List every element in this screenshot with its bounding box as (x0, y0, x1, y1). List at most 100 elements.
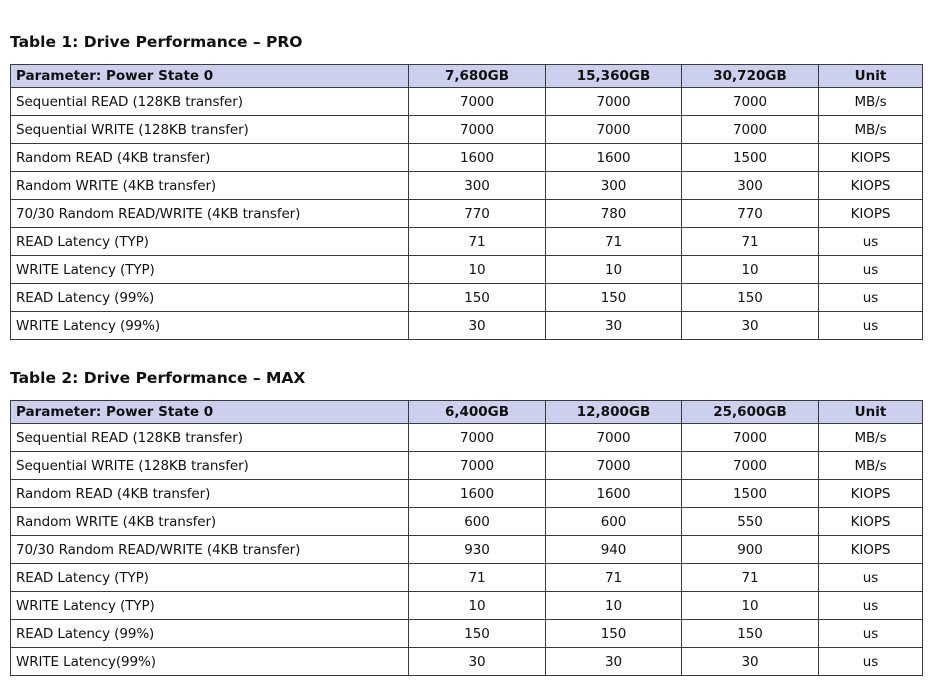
value-cell: 770 (681, 199, 819, 228)
header-capacity-2: 15,360GB (545, 64, 682, 88)
table-row: READ Latency (TYP) 71 71 71 us (10, 227, 923, 256)
value-cell: 600 (545, 507, 682, 536)
table-row: WRITE Latency (TYP) 10 10 10 us (10, 255, 923, 284)
value-cell: 71 (545, 563, 682, 592)
parameter-cell: 70/30 Random READ/WRITE (4KB transfer) (10, 199, 409, 228)
value-cell: 30 (681, 311, 819, 340)
value-cell: 7000 (408, 423, 546, 452)
performance-table-max: Parameter: Power State 0 6,400GB 12,800G… (10, 400, 923, 676)
unit-cell: KIOPS (818, 507, 923, 536)
table-row: Random READ (4KB transfer) 1600 1600 150… (10, 479, 923, 508)
value-cell: 7000 (681, 451, 819, 480)
parameter-cell: Sequential READ (128KB transfer) (10, 87, 409, 116)
value-cell: 150 (681, 283, 819, 312)
value-cell: 10 (681, 255, 819, 284)
value-cell: 150 (408, 619, 546, 648)
value-cell: 1600 (545, 143, 682, 172)
value-cell: 900 (681, 535, 819, 564)
unit-cell: us (818, 619, 923, 648)
unit-cell: KIOPS (818, 199, 923, 228)
value-cell: 30 (408, 311, 546, 340)
value-cell: 7000 (545, 87, 682, 116)
value-cell: 71 (681, 563, 819, 592)
value-cell: 1600 (545, 479, 682, 508)
value-cell: 71 (408, 227, 546, 256)
unit-cell: MB/s (818, 423, 923, 452)
unit-cell: us (818, 563, 923, 592)
value-cell: 10 (408, 591, 546, 620)
unit-cell: MB/s (818, 115, 923, 144)
header-parameter: Parameter: Power State 0 (10, 400, 409, 424)
parameter-cell: READ Latency (TYP) (10, 563, 409, 592)
table-row: Random READ (4KB transfer) 1600 1600 150… (10, 143, 923, 172)
parameter-cell: Random WRITE (4KB transfer) (10, 171, 409, 200)
table-row: READ Latency (TYP) 71 71 71 us (10, 563, 923, 592)
parameter-cell: READ Latency (99%) (10, 283, 409, 312)
table-row: Random WRITE (4KB transfer) 300 300 300 … (10, 171, 923, 200)
value-cell: 1500 (681, 479, 819, 508)
table-title-pro: Table 1: Drive Performance – PRO (10, 33, 303, 51)
parameter-cell: WRITE Latency (99%) (10, 311, 409, 340)
table-row: WRITE Latency(99%) 30 30 30 us (10, 647, 923, 676)
unit-cell: us (818, 311, 923, 340)
value-cell: 10 (545, 255, 682, 284)
value-cell: 7000 (408, 451, 546, 480)
parameter-cell: Sequential READ (128KB transfer) (10, 423, 409, 452)
unit-cell: MB/s (818, 451, 923, 480)
parameter-cell: WRITE Latency (TYP) (10, 255, 409, 284)
value-cell: 300 (681, 171, 819, 200)
value-cell: 150 (545, 283, 682, 312)
value-cell: 7000 (408, 87, 546, 116)
unit-cell: us (818, 227, 923, 256)
unit-cell: us (818, 283, 923, 312)
value-cell: 30 (545, 647, 682, 676)
parameter-cell: READ Latency (TYP) (10, 227, 409, 256)
parameter-cell: READ Latency (99%) (10, 619, 409, 648)
table-row: WRITE Latency (TYP) 10 10 10 us (10, 591, 923, 620)
value-cell: 150 (408, 283, 546, 312)
table-row: Sequential READ (128KB transfer) 7000 70… (10, 423, 923, 452)
parameter-cell: WRITE Latency (TYP) (10, 591, 409, 620)
header-parameter: Parameter: Power State 0 (10, 64, 409, 88)
unit-cell: MB/s (818, 87, 923, 116)
value-cell: 770 (408, 199, 546, 228)
table-row: Sequential WRITE (128KB transfer) 7000 7… (10, 115, 923, 144)
parameter-cell: Sequential WRITE (128KB transfer) (10, 451, 409, 480)
value-cell: 550 (681, 507, 819, 536)
value-cell: 7000 (681, 115, 819, 144)
value-cell: 150 (681, 619, 819, 648)
parameter-cell: Random READ (4KB transfer) (10, 479, 409, 508)
value-cell: 1600 (408, 143, 546, 172)
value-cell: 10 (545, 591, 682, 620)
header-capacity-1: 7,680GB (408, 64, 546, 88)
table-row: READ Latency (99%) 150 150 150 us (10, 283, 923, 312)
value-cell: 600 (408, 507, 546, 536)
parameter-cell: Random READ (4KB transfer) (10, 143, 409, 172)
parameter-cell: WRITE Latency(99%) (10, 647, 409, 676)
unit-cell: KIOPS (818, 143, 923, 172)
unit-cell: KIOPS (818, 535, 923, 564)
value-cell: 10 (408, 255, 546, 284)
header-capacity-2: 12,800GB (545, 400, 682, 424)
header-capacity-3: 25,600GB (681, 400, 819, 424)
value-cell: 7000 (545, 115, 682, 144)
value-cell: 940 (545, 535, 682, 564)
header-capacity-3: 30,720GB (681, 64, 819, 88)
parameter-cell: Random WRITE (4KB transfer) (10, 507, 409, 536)
performance-table-pro-section: Table 1: Drive Performance – PRO Paramet… (10, 31, 923, 340)
value-cell: 71 (545, 227, 682, 256)
table-row: 70/30 Random READ/WRITE (4KB transfer) 7… (10, 199, 923, 228)
table-header-row: Parameter: Power State 0 6,400GB 12,800G… (10, 400, 923, 424)
value-cell: 7000 (545, 451, 682, 480)
unit-cell: us (818, 591, 923, 620)
value-cell: 300 (408, 171, 546, 200)
value-cell: 930 (408, 535, 546, 564)
value-cell: 7000 (408, 115, 546, 144)
value-cell: 150 (545, 619, 682, 648)
value-cell: 71 (681, 227, 819, 256)
unit-cell: us (818, 647, 923, 676)
table-title-max: Table 2: Drive Performance – MAX (10, 369, 306, 387)
value-cell: 71 (408, 563, 546, 592)
value-cell: 7000 (681, 423, 819, 452)
table-row: 70/30 Random READ/WRITE (4KB transfer) 9… (10, 535, 923, 564)
